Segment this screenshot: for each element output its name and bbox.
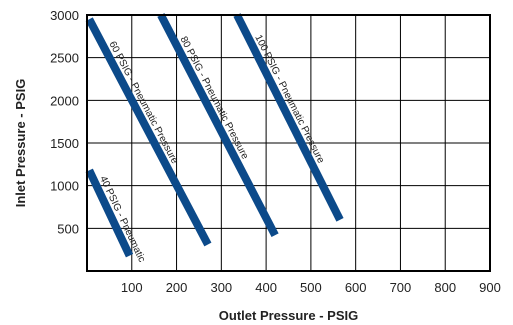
y-tick-label: 1500 [50, 136, 79, 151]
x-tick-label: 600 [345, 280, 367, 295]
y-tick-label: 3000 [50, 8, 79, 23]
grid [87, 14, 491, 271]
x-tick-labels: 100 200 300 400 500 600 700 800 900 [121, 280, 501, 295]
x-tick-label: 700 [390, 280, 412, 295]
series-label: 60 PSIG - Pneumatic Pressure [106, 40, 180, 166]
series-line [85, 17, 212, 247]
x-tick-label: 500 [300, 280, 322, 295]
x-tick-label: 400 [255, 280, 277, 295]
x-tick-label: 900 [479, 280, 501, 295]
series-line [85, 168, 134, 258]
x-tick-label: 100 [121, 280, 143, 295]
x-tick-label: 300 [210, 280, 232, 295]
series-label: 100 PSIG - Pneumatic Pressure [252, 33, 326, 165]
series-line [233, 13, 344, 222]
y-tick-label: 500 [57, 221, 79, 236]
series-group [85, 13, 344, 258]
series-line [157, 13, 279, 238]
y-tick-label: 2000 [50, 93, 79, 108]
series-label: 40 PSIG - Pneumatic [97, 174, 147, 264]
plot-frame [86, 14, 491, 272]
x-axis-title: Outlet Pressure - PSIG [219, 308, 358, 323]
y-tick-label: 2500 [50, 51, 79, 66]
y-tick-label: 1000 [50, 179, 79, 194]
y-axis-title: Inlet Pressure - PSIG [13, 79, 28, 208]
y-tick-labels: 500 1000 1500 2000 2500 3000 [50, 8, 79, 236]
x-tick-label: 200 [166, 280, 188, 295]
x-tick-label: 800 [434, 280, 456, 295]
